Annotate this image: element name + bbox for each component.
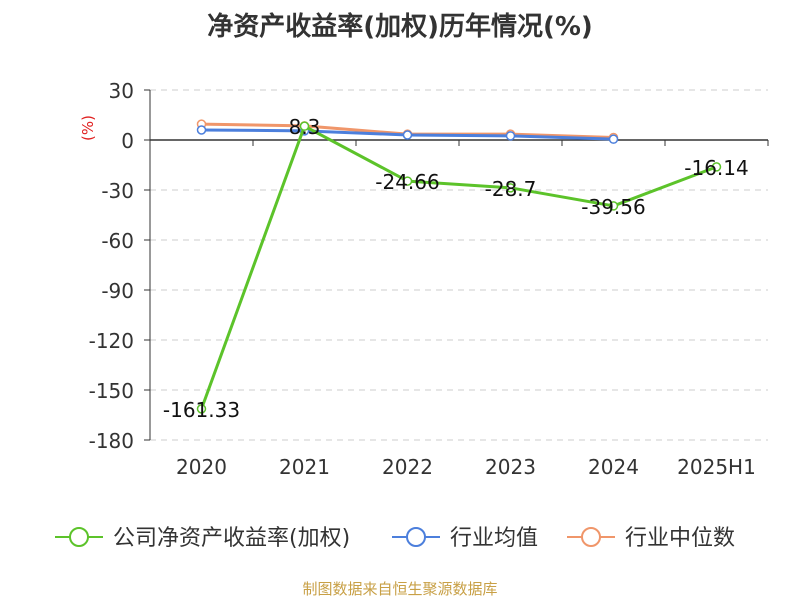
y-axis-label: (%) bbox=[79, 115, 97, 141]
y-tick-label: 0 bbox=[121, 129, 134, 153]
data-label: -161.33 bbox=[163, 398, 240, 422]
y-tick-label: 30 bbox=[109, 79, 134, 103]
series-line bbox=[200, 124, 718, 410]
y-tick-label: -150 bbox=[89, 379, 134, 403]
legend-entry: 行业中位数 bbox=[625, 526, 735, 551]
legend-entry: 公司净资产收益率(加权) bbox=[113, 526, 350, 551]
data-label: -24.66 bbox=[375, 170, 439, 194]
legend-swatch-marker bbox=[581, 527, 601, 547]
data-point bbox=[196, 404, 207, 414]
legend-entry: 行业均值 bbox=[450, 526, 538, 551]
legend-swatch-marker bbox=[406, 527, 426, 547]
source-note: 制图数据来自恒生聚源数据库 bbox=[302, 580, 498, 598]
legend-swatch-marker bbox=[69, 527, 89, 547]
data-point bbox=[196, 125, 207, 135]
data-label: -28.7 bbox=[485, 177, 537, 201]
x-tick-label: 2022 bbox=[382, 455, 433, 479]
data-point bbox=[299, 121, 310, 131]
data-point bbox=[505, 183, 516, 193]
x-tick-label: 2021 bbox=[279, 455, 330, 479]
grid-lines bbox=[150, 89, 768, 441]
y-tick-label: -120 bbox=[89, 329, 134, 353]
y-tick-label: -60 bbox=[101, 229, 134, 253]
y-tick-label: -30 bbox=[101, 179, 134, 203]
data-labels: -161.33 8.3 -24.66 -28.7 -39.56 -16.14 bbox=[163, 115, 749, 422]
data-point bbox=[608, 201, 619, 211]
data-point bbox=[711, 162, 722, 172]
data-label: -16.14 bbox=[684, 156, 748, 180]
data-point bbox=[402, 176, 413, 186]
x-tick-label: 2025H1 bbox=[677, 455, 756, 479]
y-tick-label: -180 bbox=[89, 429, 134, 453]
series bbox=[196, 119, 722, 414]
x-tick-label: 2020 bbox=[176, 455, 227, 479]
data-label: 8.3 bbox=[289, 115, 321, 139]
legend: 公司净资产收益率(加权) 行业均值 行业中位数 bbox=[55, 526, 735, 551]
data-label: -39.56 bbox=[581, 195, 645, 219]
x-tick-label: 2023 bbox=[485, 455, 536, 479]
data-point bbox=[505, 131, 516, 141]
data-point bbox=[608, 134, 619, 144]
y-tick-label: -90 bbox=[101, 279, 134, 303]
chart-title: 净资产收益率(加权)历年情况(%) bbox=[207, 12, 593, 42]
x-tick-label: 2024 bbox=[588, 455, 639, 479]
data-point bbox=[402, 130, 413, 140]
axes: 30 0 -30 -60 -90 -120 -150 -180 2020 2021 2022 2023… bbox=[89, 79, 769, 479]
